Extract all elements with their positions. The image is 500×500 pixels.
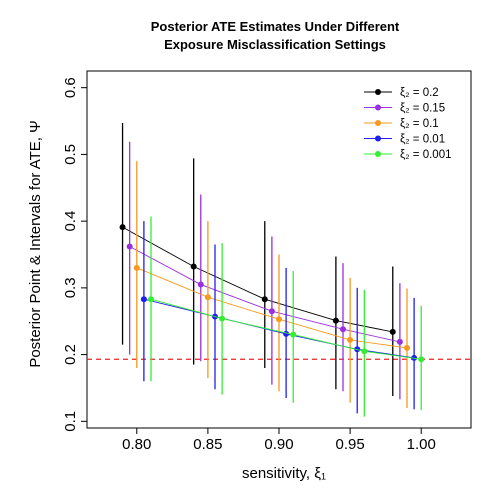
y-tick-label-4: 0.5	[62, 144, 79, 165]
series-2-point-1	[204, 294, 211, 301]
legend-label-3: ξ₂ = 0.01	[400, 134, 445, 146]
x-tick-label-3: 0.95	[336, 436, 365, 453]
series-4-point-1	[219, 315, 226, 322]
x-tick-label-2: 0.90	[264, 436, 293, 453]
x-tick-label-0: 0.80	[122, 436, 151, 453]
legend-marker-3	[375, 135, 381, 142]
y-tick-label-2: 0.3	[62, 277, 79, 298]
y-tick-label-5: 0.6	[62, 77, 79, 98]
x-axis-label: sensitivity, ξ₁	[242, 465, 326, 482]
x-tick-label-1: 0.85	[193, 436, 222, 453]
series-0-line	[122, 226, 393, 333]
series-1-point-2	[268, 308, 275, 315]
series-1-point-3	[340, 326, 346, 333]
series-1-point-1	[197, 281, 204, 288]
series-2-point-4	[404, 344, 410, 351]
legend-label-1: ξ₂ = 0.15	[400, 103, 445, 115]
series-0-point-0	[119, 224, 126, 231]
y-tick-label-3: 0.4	[62, 211, 79, 232]
series-0-point-1	[190, 263, 197, 270]
series-0-point-4	[389, 328, 396, 335]
series-4-point-0	[148, 296, 154, 303]
series-4-point-2	[290, 331, 297, 338]
series-2-point-3	[347, 336, 354, 343]
series-2-point-2	[276, 316, 282, 323]
legend-label-0: ξ₂ = 0.2	[400, 87, 439, 99]
y-tick-label-1: 0.2	[62, 344, 79, 365]
y-axis-label: Posterior Point & Intervals for ATE, Ψ	[27, 120, 44, 367]
plot-area: 0.80 0.85 0.90 0.95 1.00 0.1 0.2 0.3 0.4 0.5 0.6 ξ₂…	[62, 70, 472, 453]
series-1-point-4	[396, 338, 403, 345]
chart-title-line-2: Exposure Misclassification Settings	[164, 37, 386, 52]
series-4-point-4	[418, 356, 425, 363]
series-4-point-3	[361, 348, 368, 355]
x-tick-label-4: 1.00	[407, 436, 436, 453]
series-0-point-2	[261, 296, 268, 303]
legend-label-4: ξ₂ = 0.001	[400, 149, 452, 161]
legend-label-2: ξ₂ = 0.1	[400, 118, 439, 130]
legend-marker-0	[375, 89, 381, 95]
legend-marker-4	[375, 151, 381, 157]
series-0-point-3	[332, 317, 339, 324]
legend-marker-2	[375, 120, 381, 126]
chart-title-line-1: Posterior ATE Estimates Under Different	[151, 19, 400, 34]
y-tick-label-0: 0.1	[62, 411, 79, 432]
legend-marker-1	[375, 104, 381, 111]
series-1-point-0	[126, 243, 133, 250]
series-2-point-0	[133, 264, 140, 271]
series-3-point-0	[140, 296, 147, 303]
